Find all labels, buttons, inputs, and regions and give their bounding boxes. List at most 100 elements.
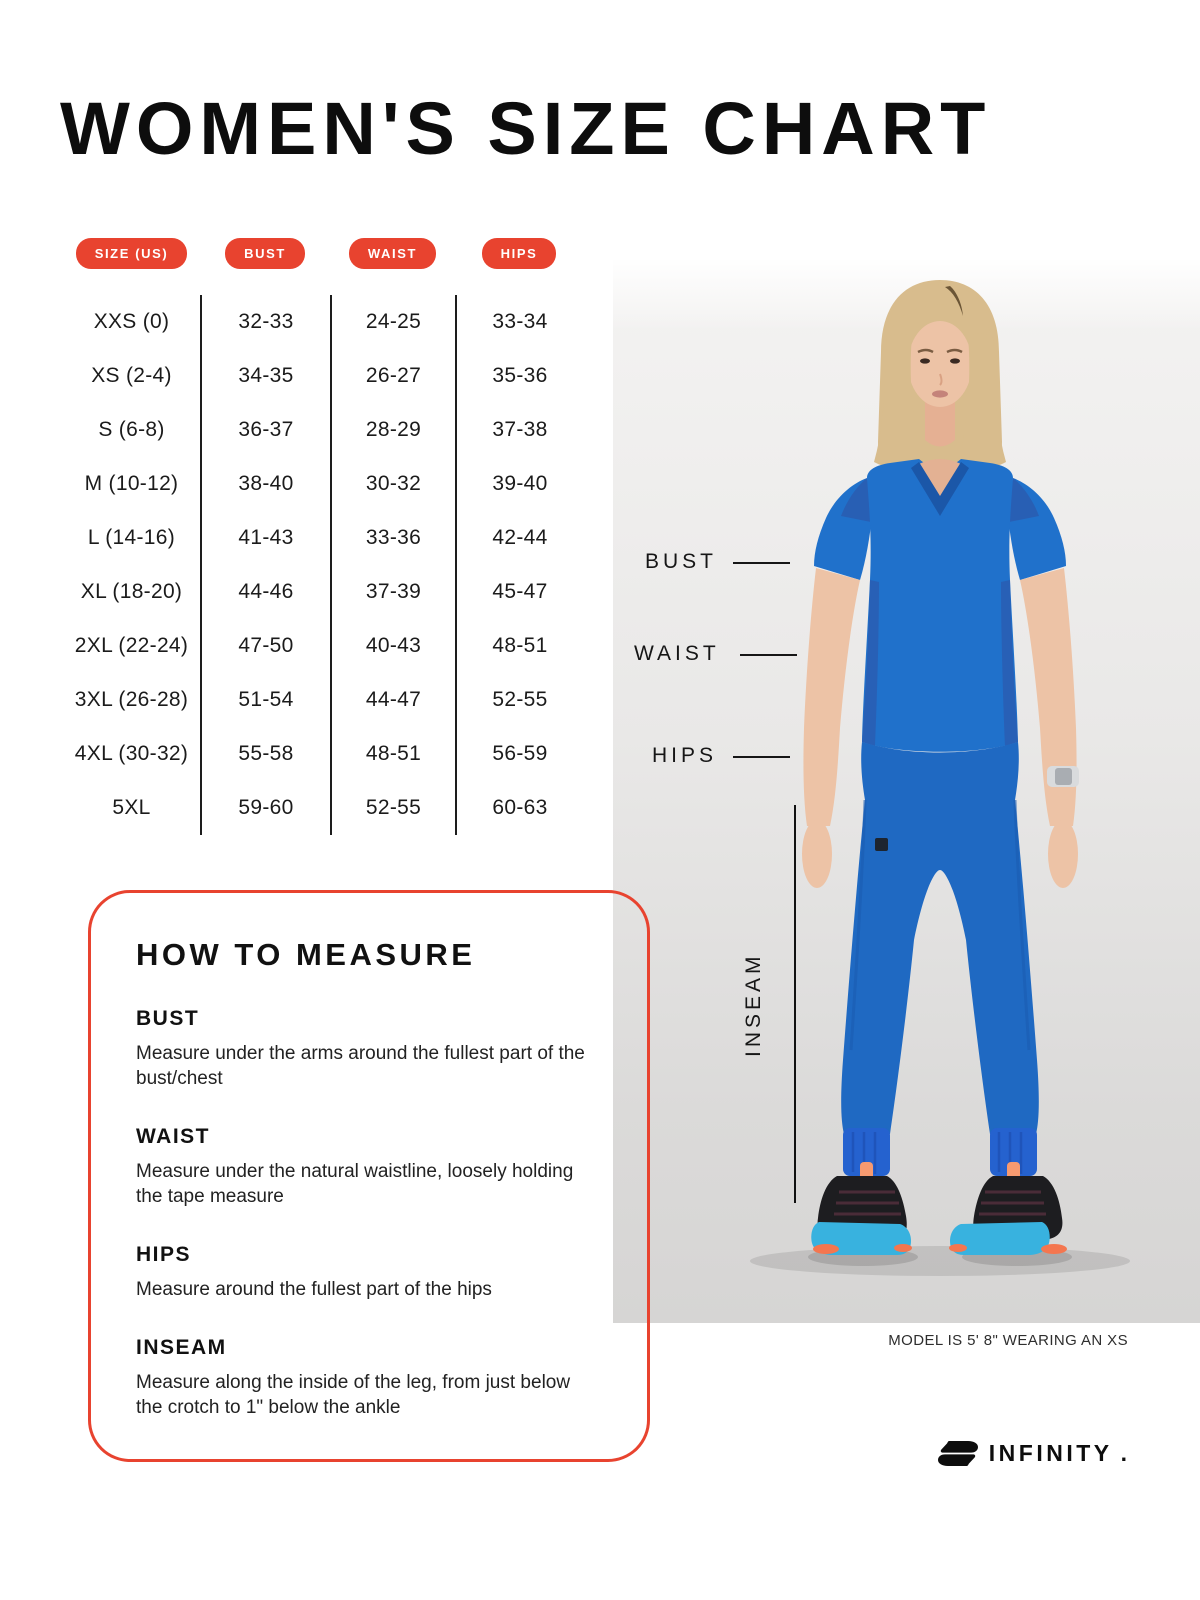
page-title: WOMEN'S SIZE CHART — [60, 87, 992, 170]
waist-cell: 28-29 — [330, 403, 455, 457]
bust-cell: 51-54 — [200, 673, 330, 727]
hips-cell: 45-47 — [455, 565, 583, 619]
waist-annotation-label: WAIST — [634, 642, 720, 665]
table-row: S (6-8) 36-37 28-29 37-38 — [63, 403, 583, 457]
size-cell: 2XL (22-24) — [74, 634, 189, 657]
table-row: XL (18-20) 44-46 37-39 45-47 — [63, 565, 583, 619]
size-cell: 3XL (26-28) — [74, 688, 189, 711]
measure-text: Measure around the fullest part of the h… — [136, 1279, 492, 1300]
measure-label: WAIST — [136, 1125, 210, 1148]
size-table: SIZE (US) BUST WAIST HIPS XXS (0) 32-33 … — [63, 238, 583, 835]
header-pill-size: SIZE (US) — [75, 238, 188, 269]
pocket-tag — [875, 838, 888, 851]
hips-cell: 42-44 — [455, 511, 583, 565]
waist-annotation-line — [740, 654, 797, 656]
waist-cell: 52-55 — [330, 781, 455, 835]
measure-label: INSEAM — [136, 1336, 227, 1359]
table-row: XXS (0) 32-33 24-25 33-34 — [63, 295, 583, 349]
measure-text: Measure along the inside of the leg, fro… — [136, 1372, 571, 1418]
floor-shadow — [750, 1246, 1130, 1276]
inseam-annotation-label: INSEAM — [742, 952, 765, 1057]
infinity-logo-icon — [937, 1441, 978, 1466]
size-cell: L (14-16) — [87, 526, 176, 549]
hips-cell: 35-36 — [455, 349, 583, 403]
model-arms — [802, 568, 1078, 888]
size-table-body: XXS (0) 32-33 24-25 33-34 XS (2-4) 34-35… — [63, 295, 583, 835]
how-to-measure-box: HOW TO MEASURE BUST Measure under the ar… — [88, 890, 650, 1462]
bust-cell: 44-46 — [200, 565, 330, 619]
measure-text: Measure under the natural waistline, loo… — [136, 1161, 574, 1207]
bust-cell: 36-37 — [200, 403, 330, 457]
table-row: L (14-16) 41-43 33-36 42-44 — [63, 511, 583, 565]
waist-cell: 33-36 — [330, 511, 455, 565]
hips-cell: 52-55 — [455, 673, 583, 727]
hips-cell: 48-51 — [455, 619, 583, 673]
bust-cell: 47-50 — [200, 619, 330, 673]
model-hand-left — [802, 820, 832, 888]
model-illustration — [750, 280, 1130, 1276]
size-cell: S (6-8) — [98, 418, 165, 441]
bust-cell: 55-58 — [200, 727, 330, 781]
measure-section-hips: HIPS Measure around the fullest part of … — [136, 1243, 599, 1302]
size-cell: 5XL — [112, 796, 151, 819]
hips-cell: 33-34 — [455, 295, 583, 349]
size-cell: XXS (0) — [93, 310, 170, 333]
bust-cell: 38-40 — [200, 457, 330, 511]
size-cell: M (10-12) — [84, 472, 179, 495]
bust-cell: 59-60 — [200, 781, 330, 835]
waist-cell: 37-39 — [330, 565, 455, 619]
header-pill-bust: BUST — [225, 238, 305, 269]
measure-section-bust: BUST Measure under the arms around the f… — [136, 1007, 599, 1091]
waist-cell: 30-32 — [330, 457, 455, 511]
table-row: 3XL (26-28) 51-54 44-47 52-55 — [63, 673, 583, 727]
brand-trademark-dot: . — [1120, 1440, 1127, 1466]
size-cell: XL (18-20) — [80, 580, 183, 603]
model-photo — [613, 260, 1200, 1323]
measure-label: HIPS — [136, 1243, 192, 1266]
hips-cell: 56-59 — [455, 727, 583, 781]
hips-cell: 37-38 — [455, 403, 583, 457]
model-hand-right — [1048, 820, 1078, 888]
waist-cell: 40-43 — [330, 619, 455, 673]
brand-logo: INFINITY. — [937, 1440, 1127, 1467]
bust-cell: 32-33 — [200, 295, 330, 349]
waist-cell: 44-47 — [330, 673, 455, 727]
table-row: 5XL 59-60 52-55 60-63 — [63, 781, 583, 835]
waist-cell: 24-25 — [330, 295, 455, 349]
size-cell: 4XL (30-32) — [74, 742, 189, 765]
table-row: M (10-12) 38-40 30-32 39-40 — [63, 457, 583, 511]
bust-annotation-label: BUST — [645, 550, 718, 573]
hips-cell: 60-63 — [455, 781, 583, 835]
scrub-pants — [841, 742, 1039, 1134]
how-to-measure-title: HOW TO MEASURE — [136, 937, 476, 972]
size-cell: XS (2-4) — [91, 364, 172, 387]
header-pill-waist: WAIST — [348, 238, 437, 269]
model-hair-front — [874, 284, 1006, 469]
measure-section-inseam: INSEAM Measure along the inside of the l… — [136, 1336, 599, 1420]
measure-section-waist: WAIST Measure under the natural waistlin… — [136, 1125, 599, 1209]
bust-cell: 34-35 — [200, 349, 330, 403]
waist-cell: 26-27 — [330, 349, 455, 403]
hips-cell: 39-40 — [455, 457, 583, 511]
scrub-top — [814, 459, 1066, 752]
measure-label: BUST — [136, 1007, 200, 1030]
inseam-annotation-line — [794, 805, 796, 1203]
header-pill-hips: HIPS — [481, 238, 557, 269]
model-neck — [925, 398, 955, 447]
table-row: XS (2-4) 34-35 26-27 35-36 — [63, 349, 583, 403]
table-row: 2XL (22-24) 47-50 40-43 48-51 — [63, 619, 583, 673]
size-table-header: SIZE (US) BUST WAIST HIPS — [63, 238, 583, 269]
measure-text: Measure under the arms around the fulles… — [136, 1043, 585, 1089]
bust-annotation-line — [733, 562, 790, 564]
hips-annotation-label: HIPS — [652, 744, 718, 767]
model-caption: MODEL IS 5' 8" WEARING AN XS — [888, 1332, 1128, 1349]
sneakers — [811, 1162, 1067, 1255]
brand-name: INFINITY — [988, 1440, 1113, 1466]
pant-cuffs — [843, 1128, 1037, 1176]
smartwatch — [1047, 766, 1079, 787]
hips-annotation-line — [733, 756, 790, 758]
model-face — [908, 321, 972, 407]
bust-cell: 41-43 — [200, 511, 330, 565]
table-row: 4XL (30-32) 55-58 48-51 56-59 — [63, 727, 583, 781]
